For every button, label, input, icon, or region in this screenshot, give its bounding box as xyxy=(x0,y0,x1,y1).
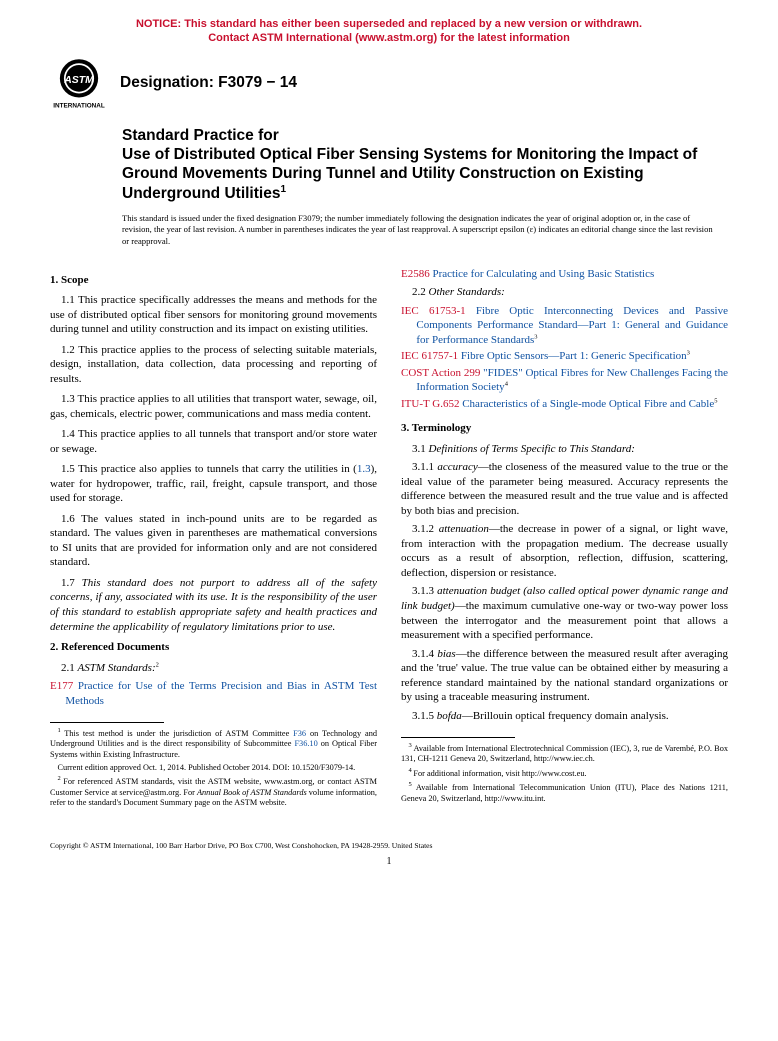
issuance-text: This standard is issued under the fixed … xyxy=(122,213,713,245)
t311-name: accuracy xyxy=(437,461,477,473)
s22-txt: Other Standards: xyxy=(429,286,505,298)
copyright-line: Copyright © ASTM International, 100 Barr… xyxy=(50,841,728,850)
ref-e2586[interactable]: E2586 Practice for Calculating and Using… xyxy=(416,267,728,282)
para-1-4: 1.4 This practice applies to all tunnels… xyxy=(50,427,377,456)
fn1: 1 This test method is under the jurisdic… xyxy=(50,727,377,761)
issuance-note: This standard is issued under the fixed … xyxy=(122,213,718,247)
term-3-1-5: 3.1.5 bofda—Brillouin optical frequency … xyxy=(401,709,728,724)
footnote-rule-left xyxy=(50,722,164,723)
fn1a: This test method is under the jurisdicti… xyxy=(64,729,293,738)
fn5-txt: Available from International Telecommuni… xyxy=(401,783,728,803)
footnote-rule-right xyxy=(401,737,515,738)
fn5: 5 Available from International Telecommu… xyxy=(401,781,728,804)
title-main: Use of Distributed Optical Fiber Sensing… xyxy=(122,145,728,203)
subhead-2-1: 2.1 ASTM Standards:2 xyxy=(50,661,377,676)
body-columns: 1. Scope 1.1 This practice specifically … xyxy=(50,267,728,811)
title-kicker: Standard Practice for xyxy=(122,126,728,145)
section-3-head: 3. Terminology xyxy=(401,421,728,436)
footnotes-right: 3 Available from International Electrote… xyxy=(401,742,728,804)
para-1-7: 1.7 This standard does not purport to ad… xyxy=(50,576,377,634)
title-text: Use of Distributed Optical Fiber Sensing… xyxy=(122,146,697,202)
supersession-notice: NOTICE: This standard has either been su… xyxy=(50,18,728,46)
para-1-5: 1.5 This practice also applies to tunnel… xyxy=(50,462,377,506)
ref-itu-code: ITU-T G.652 xyxy=(401,398,459,410)
s21-num: 2.1 xyxy=(61,662,78,674)
para-1-1: 1.1 This practice specifically addresses… xyxy=(50,293,377,337)
subhead-2-2: 2.2 Other Standards: xyxy=(401,285,728,300)
ref-cost[interactable]: COST Action 299 "FIDES" Optical Fibres f… xyxy=(416,366,728,395)
footnotes-left: 1 This test method is under the jurisdic… xyxy=(50,727,377,809)
ref-cost-code: COST Action 299 xyxy=(401,367,480,379)
section-1-head: 1. Scope xyxy=(50,273,377,288)
term-3-1-1: 3.1.1 accuracy—the closeness of the meas… xyxy=(401,460,728,518)
p15-a: 1.5 This practice also applies to tunnel… xyxy=(61,463,357,475)
s31-txt: Definitions of Terms Specific to This St… xyxy=(429,443,635,455)
fn4: 4 For additional information, visit http… xyxy=(401,767,728,779)
title-block: Standard Practice for Use of Distributed… xyxy=(122,126,728,204)
ref-itu-sup: 5 xyxy=(714,397,717,404)
section-2-head: 2. Referenced Documents xyxy=(50,640,377,655)
subhead-3-1: 3.1 Definitions of Terms Specific to Thi… xyxy=(401,442,728,457)
s22-num: 2.2 xyxy=(412,286,429,298)
t315-def: —Brillouin optical frequency domain anal… xyxy=(462,710,669,722)
p15-link[interactable]: 1.3 xyxy=(357,463,371,475)
t312-name: attenuation xyxy=(439,523,489,535)
notice-line1: NOTICE: This standard has either been su… xyxy=(136,18,642,30)
fn1-link2[interactable]: F36.10 xyxy=(294,739,317,748)
svg-text:ASTM: ASTM xyxy=(63,75,94,86)
fn1-link1[interactable]: F36 xyxy=(293,729,306,738)
term-3-1-3: 3.1.3 attenuation budget (also called op… xyxy=(401,584,728,642)
p17-text: This standard does not purport to addres… xyxy=(50,577,377,633)
svg-text:INTERNATIONAL: INTERNATIONAL xyxy=(53,102,105,109)
astm-logo-icon: ASTM INTERNATIONAL xyxy=(50,56,108,110)
ref-iec61757[interactable]: IEC 61757-1 Fibre Optic Sensors—Part 1: … xyxy=(416,349,728,364)
ref-e2586-txt: Practice for Calculating and Using Basic… xyxy=(430,268,655,280)
fn2: 2 For referenced ASTM standards, visit t… xyxy=(50,775,377,809)
ref-e177-code: E177 xyxy=(50,680,73,692)
ref-iec61753-code: IEC 61753-1 xyxy=(401,305,466,317)
ref-iec61757-sup: 3 xyxy=(687,350,690,357)
ref-iec61757-txt: Fibre Optic Sensors—Part 1: Generic Spec… xyxy=(458,350,687,362)
notice-line2: Contact ASTM International (www.astm.org… xyxy=(208,32,570,44)
title-footnote-ref: 1 xyxy=(280,184,286,195)
term-3-1-2: 3.1.2 attenuation—the decrease in power … xyxy=(401,522,728,580)
t314-num: 3.1.4 xyxy=(412,648,437,660)
t315-name: bofda xyxy=(437,710,462,722)
t315-num: 3.1.5 xyxy=(412,710,437,722)
ref-iec61753[interactable]: IEC 61753-1 Fibre Optic Interconnecting … xyxy=(416,304,728,348)
right-column: E2586 Practice for Calculating and Using… xyxy=(401,267,728,811)
fn1d: Current edition approved Oct. 1, 2014. P… xyxy=(50,763,377,774)
document-page: NOTICE: This standard has either been su… xyxy=(0,0,778,887)
s21-txt: ASTM Standards: xyxy=(78,662,156,674)
para-1-6: 1.6 The values stated in inch-pound unit… xyxy=(50,512,377,570)
fn2i: Annual Book of ASTM Standards xyxy=(197,788,307,797)
t311-num: 3.1.1 xyxy=(412,461,437,473)
ref-iec61753-sup: 3 xyxy=(534,333,537,340)
left-column: 1. Scope 1.1 This practice specifically … xyxy=(50,267,377,811)
ref-iec61757-code: IEC 61757-1 xyxy=(401,350,458,362)
ref-e177-txt: Practice for Use of the Terms Precision … xyxy=(65,680,377,707)
s31-num: 3.1 xyxy=(412,443,429,455)
page-number: 1 xyxy=(50,856,728,867)
term-3-1-4: 3.1.4 bias—the difference between the me… xyxy=(401,647,728,705)
para-1-3: 1.3 This practice applies to all utiliti… xyxy=(50,392,377,421)
t312-num: 3.1.2 xyxy=(412,523,439,535)
ref-itu-txt: Characteristics of a Single-mode Optical… xyxy=(459,398,714,410)
ref-cost-sup: 4 xyxy=(505,381,508,388)
designation-label: Designation: F3079 − 14 xyxy=(120,74,297,92)
fn4-txt: For additional information, visit http:/… xyxy=(413,769,586,778)
ref-itu[interactable]: ITU-T G.652 Characteristics of a Single-… xyxy=(416,397,728,412)
para-1-2: 1.2 This practice applies to the process… xyxy=(50,343,377,387)
s21-sup: 2 xyxy=(156,661,159,668)
fn3-txt: Available from International Electrotech… xyxy=(401,744,728,764)
fn3: 3 Available from International Electrote… xyxy=(401,742,728,765)
header-row: ASTM INTERNATIONAL Designation: F3079 − … xyxy=(50,56,728,110)
ref-e2586-code: E2586 xyxy=(401,268,430,280)
ref-e177[interactable]: E177 Practice for Use of the Terms Preci… xyxy=(65,679,377,708)
t314-name: bias xyxy=(437,648,455,660)
t313-num: 3.1.3 xyxy=(412,585,437,597)
